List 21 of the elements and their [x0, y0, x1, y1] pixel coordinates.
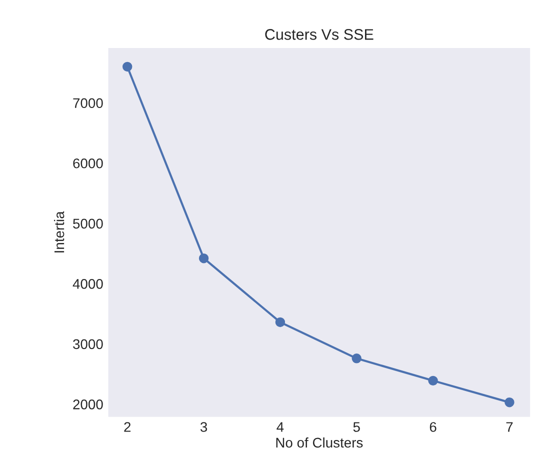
y-tick-label: 2000 — [73, 400, 103, 410]
y-tick-label: 4000 — [72, 278, 103, 289]
y-tick-label: 3000 — [73, 339, 103, 350]
point — [198, 253, 209, 264]
point — [428, 376, 438, 386]
y-tick-label: 6000 — [73, 158, 103, 168]
x-tick-label: 4 — [276, 422, 284, 432]
x-tick-label: 2 — [124, 422, 131, 432]
point — [352, 354, 362, 364]
point — [122, 62, 132, 72]
y-tick-label: 5000 — [73, 218, 103, 229]
x-axis-title: No of Clusters — [276, 437, 363, 448]
y-axis-title: Intertia — [54, 211, 64, 252]
point — [275, 317, 286, 328]
chart-title: Custers Vs SSE — [265, 29, 374, 40]
x-tick-label: 5 — [353, 422, 360, 432]
x-tick-label: 7 — [506, 422, 513, 432]
x-tick-label: 3 — [200, 422, 208, 432]
x-tick-label: 6 — [430, 422, 436, 432]
point — [504, 398, 514, 408]
y-tick-label: 7000 — [73, 98, 103, 108]
